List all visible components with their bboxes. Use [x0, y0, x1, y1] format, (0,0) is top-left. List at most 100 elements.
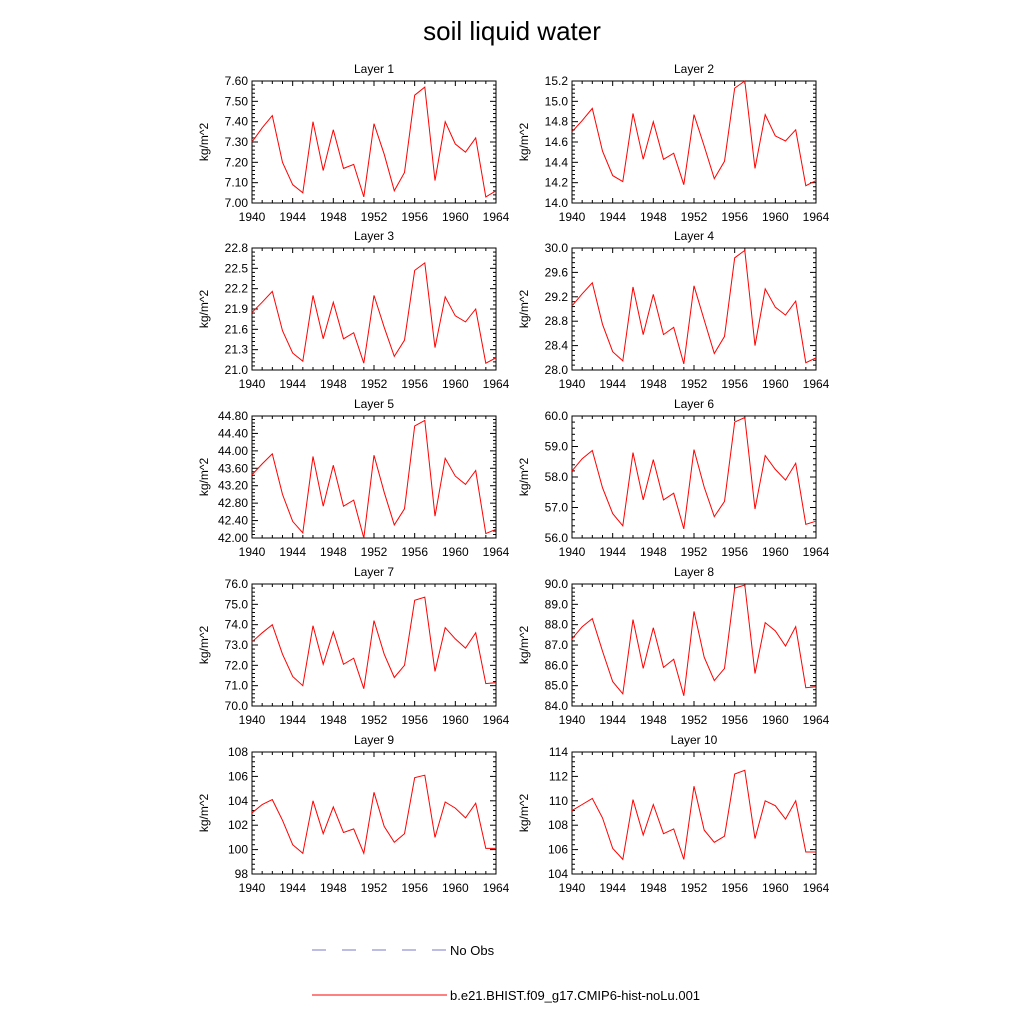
x-tick-label: 1956	[721, 881, 748, 895]
chart-panel-2: Layer 2 1940 1944 1948 1952 1956 1960 1964 14.0 1…	[517, 62, 830, 224]
panel-grid: Layer 1 1940 1944 1948 1952 1956 1960 1964 7.00 7…	[197, 62, 830, 895]
chart-panel-1: Layer 1 1940 1944 1948 1952 1956 1960 1964 7.00 7…	[197, 62, 510, 224]
series-line-1	[571, 584, 817, 696]
x-tick-label: 1940	[239, 881, 266, 895]
x-tick-label: 1964	[803, 545, 830, 559]
x-tick-label: 1956	[721, 545, 748, 559]
x-tick-label: 1964	[483, 713, 510, 727]
x-tick-label: 1956	[401, 210, 428, 224]
x-tick-label: 1952	[681, 881, 708, 895]
x-tick-label: 1940	[559, 881, 586, 895]
x-tick-label: 1944	[599, 377, 626, 391]
series-line-1	[571, 416, 817, 530]
x-tick-label: 1964	[483, 545, 510, 559]
plot-frame	[571, 415, 817, 539]
x-tick-label: 1948	[640, 713, 667, 727]
x-tick-label: 1956	[401, 377, 428, 391]
x-tick-label: 1960	[762, 377, 789, 391]
panel-title: Layer 5	[354, 397, 394, 411]
x-tick-label: 1948	[320, 210, 347, 224]
x-tick-label: 1944	[279, 377, 306, 391]
chart-panel-8: Layer 8 1940 1944 1948 1952 1956 1960 1964 84.0 8…	[517, 565, 830, 727]
y-tick-label: 98	[235, 867, 249, 881]
x-tick-label: 1956	[401, 881, 428, 895]
x-tick-label: 1964	[803, 881, 830, 895]
y-tick-label: 43.20	[218, 479, 248, 493]
panel-title: Layer 4	[674, 229, 714, 243]
x-tick-label: 1948	[320, 377, 347, 391]
y-tick-label: 106	[548, 843, 568, 857]
x-tick-label: 1952	[361, 210, 388, 224]
chart-panel-6: Layer 6 1940 1944 1948 1952 1956 1960 1964 56.0 5…	[517, 397, 830, 559]
y-axis-label: kg/m^2	[517, 626, 531, 665]
y-axis-label: kg/m^2	[197, 626, 211, 665]
x-tick-label: 1948	[320, 713, 347, 727]
y-tick-label: 7.00	[225, 196, 249, 210]
x-tick-label: 1940	[239, 713, 266, 727]
chart-panel-5: Layer 5 1940 1944 1948 1952 1956 1960 1964 42.00…	[197, 397, 510, 559]
y-tick-label: 74.0	[225, 618, 249, 632]
x-tick-label: 1960	[442, 713, 469, 727]
chart-panel-3: Layer 3 1940 1944 1948 1952 1956 1960 1964 21.0 2…	[197, 229, 510, 391]
chart-panel-9: Layer 9 1940 1944 1948 1952 1956 1960 1964 98 100…	[197, 733, 510, 895]
y-tick-label: 21.3	[225, 343, 249, 357]
y-axis-label: kg/m^2	[517, 290, 531, 329]
chart-panel-7: Layer 7 1940 1944 1948 1952 1956 1960 1964 70.0 7…	[197, 565, 510, 727]
y-tick-label: 14.2	[545, 176, 569, 190]
y-tick-label: 7.30	[225, 135, 249, 149]
y-tick-label: 14.6	[545, 135, 569, 149]
panel-title: Layer 6	[674, 397, 714, 411]
y-axis-label: kg/m^2	[517, 458, 531, 497]
y-tick-label: 29.2	[545, 290, 569, 304]
y-tick-label: 108	[548, 818, 568, 832]
x-tick-label: 1952	[361, 713, 388, 727]
y-tick-label: 110	[549, 794, 568, 808]
y-tick-label: 7.10	[225, 176, 249, 190]
x-tick-label: 1940	[559, 377, 586, 391]
x-tick-label: 1964	[483, 881, 510, 895]
x-tick-label: 1964	[803, 210, 830, 224]
series-line-1	[251, 261, 497, 364]
y-tick-label: 7.40	[225, 115, 249, 129]
y-tick-label: 28.4	[545, 339, 569, 353]
plot-frame	[251, 751, 497, 875]
series-line-1	[571, 769, 816, 861]
plot-frame	[251, 415, 497, 539]
series-line-1	[251, 596, 497, 689]
x-tick-label: 1944	[599, 545, 626, 559]
y-tick-label: 60.0	[545, 409, 569, 423]
plot-frame	[251, 80, 497, 204]
x-tick-label: 1944	[599, 210, 626, 224]
y-tick-label: 44.00	[218, 444, 248, 458]
series-line-1	[251, 86, 497, 198]
x-tick-label: 1960	[762, 881, 789, 895]
y-tick-label: 29.6	[545, 265, 569, 279]
y-tick-label: 14.4	[545, 155, 569, 169]
y-tick-label: 15.0	[545, 94, 569, 108]
x-tick-label: 1956	[401, 545, 428, 559]
x-tick-label: 1960	[442, 881, 469, 895]
y-axis-label: kg/m^2	[517, 794, 531, 833]
y-tick-label: 7.60	[225, 74, 249, 88]
y-tick-label: 42.80	[218, 496, 248, 510]
panel-title: Layer 10	[671, 733, 718, 747]
x-tick-label: 1964	[803, 713, 830, 727]
y-tick-label: 100	[228, 843, 248, 857]
x-tick-label: 1952	[681, 210, 708, 224]
series-line-1	[251, 419, 497, 539]
y-tick-label: 72.0	[225, 658, 249, 672]
x-tick-label: 1964	[803, 377, 830, 391]
y-tick-label: 28.0	[545, 363, 569, 377]
x-tick-label: 1952	[681, 545, 708, 559]
y-tick-label: 21.6	[225, 322, 249, 336]
series-line-1	[251, 774, 496, 856]
panel-title: Layer 2	[674, 62, 714, 76]
x-tick-label: 1952	[361, 881, 388, 895]
panel-title: Layer 8	[674, 565, 714, 579]
y-tick-label: 102	[228, 818, 248, 832]
y-tick-label: 44.40	[218, 426, 248, 440]
x-tick-label: 1952	[681, 377, 708, 391]
y-tick-label: 87.0	[545, 638, 569, 652]
y-tick-label: 7.20	[225, 155, 249, 169]
x-tick-label: 1948	[640, 377, 667, 391]
